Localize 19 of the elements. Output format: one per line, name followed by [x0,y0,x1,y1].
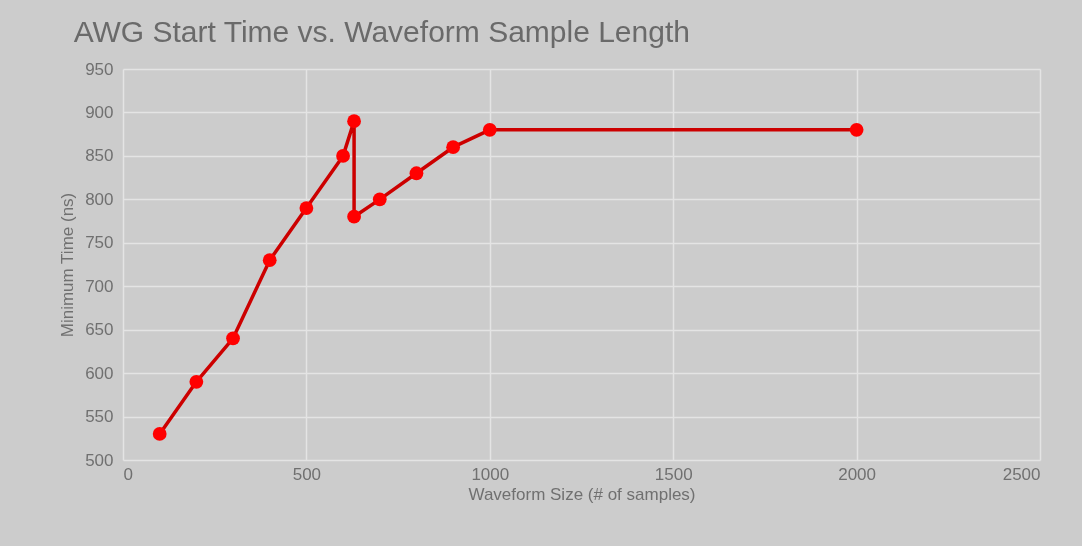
y-tick-label: 950 [85,59,114,79]
y-tick-label: 800 [85,189,114,209]
y-axis-title: Minimum Time (ns) [58,192,78,338]
y-tick-label: 900 [85,102,114,122]
x-tick-label: 1000 [471,464,510,484]
x-tick-label: 0 [123,464,133,484]
y-tick-label: 500 [85,450,114,470]
y-tick-label: 700 [85,276,114,296]
y-tick-label: 650 [85,320,114,340]
chart-title: AWG Start Time vs. Waveform Sample Length [73,15,690,48]
x-tick-label: 2000 [838,464,877,484]
y-tick-label: 750 [85,233,114,253]
y-tick-label: 850 [85,146,114,166]
x-axis-title: Waveform Size (# of samples) [468,484,696,504]
x-tick-label: 500 [292,464,322,484]
x-tick-label: 2500 [1002,464,1041,484]
y-tick-label: 600 [85,363,114,383]
x-tick-label: 1500 [654,464,693,484]
y-tick-label: 550 [85,407,114,427]
